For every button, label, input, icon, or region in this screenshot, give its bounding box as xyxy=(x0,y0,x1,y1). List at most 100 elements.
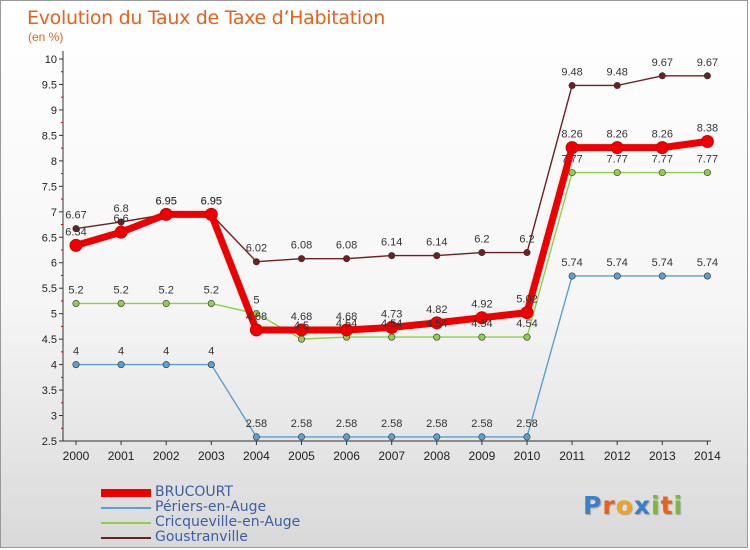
series-1-point-12 xyxy=(613,169,621,177)
x-tick-label-14: 2014 xyxy=(694,449,721,463)
series-3-point-9 xyxy=(475,311,489,325)
series-2-label-0: 4 xyxy=(73,346,79,358)
legend-swatch-0 xyxy=(101,489,151,497)
series-3-point-6 xyxy=(340,323,354,337)
series-1-point-1 xyxy=(117,299,125,307)
series-3-label-11: 8.26 xyxy=(561,129,582,141)
series-2-label-11: 5.74 xyxy=(561,257,582,269)
series-3-label-0: 6.34 xyxy=(65,226,86,238)
series-3-label-13: 8.26 xyxy=(652,129,673,141)
series-3-label-2: 6.95 xyxy=(155,195,176,207)
y-tick-label-9: 7 xyxy=(51,207,57,219)
x-tick-label-13: 2013 xyxy=(649,449,676,463)
series-0-label-14: 9.67 xyxy=(697,57,718,69)
series-1-point-2 xyxy=(162,299,170,307)
y-tick-label-7: 6 xyxy=(51,258,57,270)
series-2-point-3 xyxy=(207,361,215,369)
series-0-label-7: 6.14 xyxy=(381,237,402,249)
series-0-point-4 xyxy=(252,258,260,266)
series-2-point-5 xyxy=(297,433,305,441)
series-3-label-1: 6.6 xyxy=(113,213,128,225)
legend-label-1: Périers-en-Auge xyxy=(155,499,267,515)
x-tick-label-7: 2007 xyxy=(378,449,405,463)
series-1-label-6: 4.54 xyxy=(336,318,357,330)
series-2-label-1: 4 xyxy=(118,346,124,358)
series-0-label-1: 6.8 xyxy=(113,203,128,215)
logo-letter-4: i xyxy=(651,491,661,520)
series-1-label-11: 7.77 xyxy=(561,154,582,166)
series-2-point-6 xyxy=(343,433,351,441)
series-2-point-14 xyxy=(703,272,711,280)
series-0-label-0: 6.67 xyxy=(65,210,86,222)
series-1-label-1: 5.2 xyxy=(113,284,128,296)
series-2-point-1 xyxy=(117,361,125,369)
series-lines xyxy=(69,72,714,441)
series-3-label-10: 5.02 xyxy=(516,294,537,306)
series-line-0 xyxy=(75,75,708,263)
series-0-point-7 xyxy=(388,252,396,260)
series-1-point-5 xyxy=(297,335,305,343)
series-0-label-13: 9.67 xyxy=(652,57,673,69)
y-tick-label-13: 9 xyxy=(51,105,57,117)
series-1-label-14: 7.77 xyxy=(697,154,718,166)
series-1-point-3 xyxy=(207,299,215,307)
series-3-point-7 xyxy=(385,320,399,334)
series-2-label-8: 2.58 xyxy=(426,418,447,430)
series-1-point-11 xyxy=(568,169,576,177)
y-tick-label-12: 8.5 xyxy=(42,130,57,142)
series-1-point-7 xyxy=(388,333,396,341)
series-3-label-6: 4.68 xyxy=(336,311,357,323)
series-0-point-11 xyxy=(568,81,576,89)
y-tick-label-0: 2.5 xyxy=(42,436,57,448)
series-0-label-9: 6.2 xyxy=(474,234,489,246)
series-2-label-14: 5.74 xyxy=(697,257,718,269)
y-tick-label-14: 9.5 xyxy=(42,79,57,91)
y-tick-label-2: 3.5 xyxy=(42,385,57,397)
series-1-label-4: 5 xyxy=(253,295,259,307)
legend-swatch-1 xyxy=(101,507,151,509)
series-1-point-0 xyxy=(72,299,80,307)
y-tick-label-4: 4.5 xyxy=(42,334,57,346)
series-3-label-14: 8.38 xyxy=(697,123,718,135)
series-2-point-4 xyxy=(252,433,260,441)
series-0-label-3: 6.95 xyxy=(201,195,222,207)
series-1-point-9 xyxy=(478,333,486,341)
series-2-point-12 xyxy=(613,272,621,280)
series-1-label-8: 4.54 xyxy=(426,318,447,330)
series-3-point-14 xyxy=(700,135,714,149)
series-1-label-13: 7.77 xyxy=(652,154,673,166)
proxiti-logo: Proxiti xyxy=(583,491,683,520)
series-2-point-10 xyxy=(523,433,531,441)
chart-title: Evolution du Taux de Taxe d’Habitation xyxy=(27,7,385,29)
series-0-point-9 xyxy=(478,249,486,257)
series-3-point-11 xyxy=(565,141,579,155)
x-tick-label-0: 2000 xyxy=(63,449,90,463)
series-3-point-5 xyxy=(295,323,308,337)
y-tick-label-15: 10 xyxy=(45,54,57,66)
series-3-label-8: 4.82 xyxy=(426,304,447,316)
x-tick-label-5: 2005 xyxy=(288,449,315,463)
x-tick-label-2: 2002 xyxy=(153,449,180,463)
series-1-label-7: 4.54 xyxy=(381,318,402,330)
series-2-point-11 xyxy=(568,272,576,280)
series-1-point-10 xyxy=(523,333,531,341)
logo-letter-2: o xyxy=(615,491,634,520)
series-3-point-8 xyxy=(430,316,444,330)
logo-letter-5: t xyxy=(660,491,674,520)
series-0-point-1 xyxy=(117,218,125,226)
series-2-label-10: 2.58 xyxy=(516,418,537,430)
series-3-point-3 xyxy=(204,207,218,221)
logo-letter-6: i xyxy=(673,491,684,520)
legend-label-2: Cricqueville-en-Auge xyxy=(155,514,301,530)
y-tick-label-10: 7.5 xyxy=(42,181,57,193)
series-3-point-13 xyxy=(655,141,669,155)
x-tick-label-6: 2006 xyxy=(333,449,360,463)
x-tick-label-4: 2004 xyxy=(243,449,270,463)
series-line-2 xyxy=(76,275,708,438)
series-3-point-1 xyxy=(114,225,128,239)
series-3-label-4: 4.68 xyxy=(246,311,267,323)
series-1-label-3: 5.2 xyxy=(204,284,219,296)
series-1-label-5: 4.5 xyxy=(294,320,309,332)
series-0-label-8: 6.14 xyxy=(426,237,447,249)
